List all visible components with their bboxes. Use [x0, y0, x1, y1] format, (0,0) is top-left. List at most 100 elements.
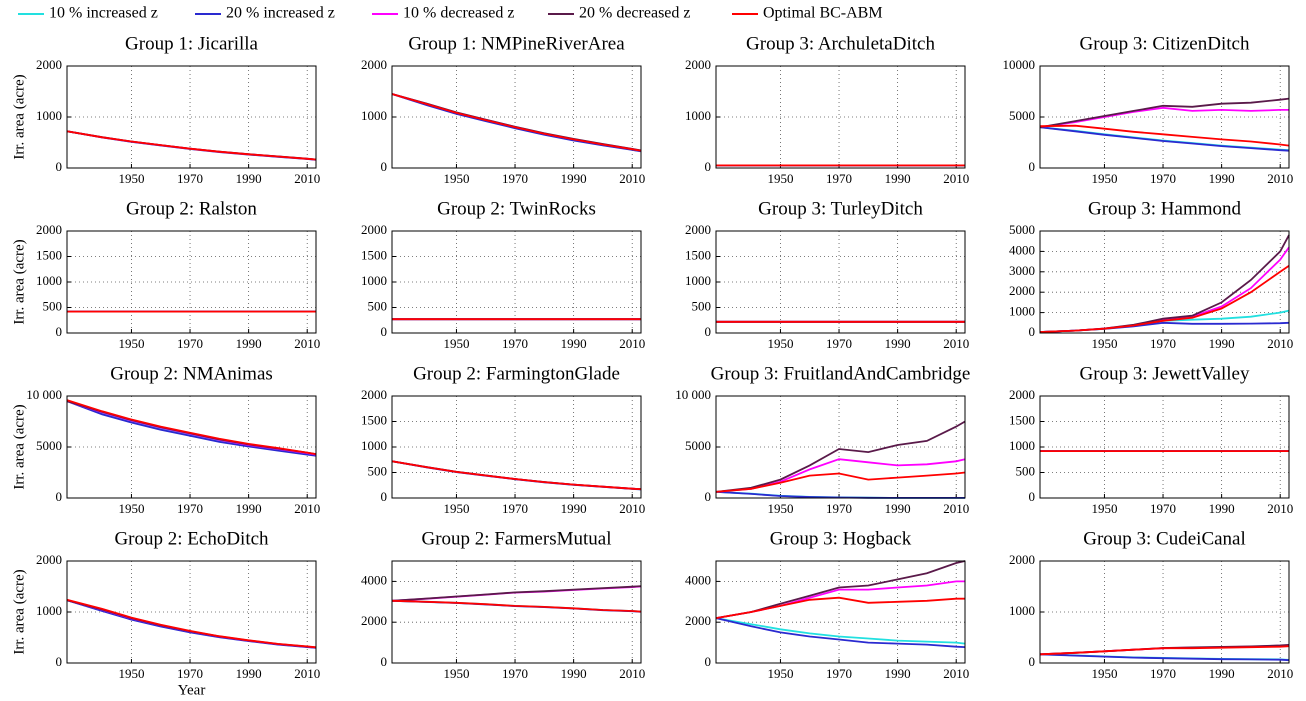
x-tick-label: 1950 [443, 336, 469, 351]
y-tick-label: 1000 [1009, 438, 1035, 453]
chart-title: Group 2: NMAnimas [110, 363, 273, 384]
x-tick-label: 1990 [1209, 336, 1235, 351]
series-line [66, 400, 317, 457]
plot-area [392, 561, 641, 663]
series-line [715, 560, 966, 619]
x-tick-label: 2010 [294, 666, 320, 681]
y-tick-label: 2000 [685, 222, 711, 237]
plot-frame [715, 395, 966, 499]
x-tick-label: 2010 [619, 336, 645, 351]
y-tick-label: 0 [705, 324, 712, 339]
x-tick-label: 1990 [561, 336, 587, 351]
y-tick-label: 2000 [361, 613, 387, 628]
y-tick-label: 2000 [361, 387, 387, 402]
x-tick-label: 1990 [1209, 501, 1235, 516]
x-tick-label: 1950 [767, 171, 793, 186]
y-tick-label: 2000 [1009, 283, 1035, 298]
y-tick-label: 10 000 [26, 387, 62, 402]
x-tick-label: 1950 [443, 666, 469, 681]
y-tick-label: 2000 [36, 57, 62, 72]
x-tick-label: 1990 [1209, 666, 1235, 681]
y-tick-label: 0 [56, 159, 63, 174]
x-tick-label: 1950 [443, 501, 469, 516]
y-tick-label: 5000 [36, 438, 62, 453]
x-tick-label: 1970 [177, 666, 203, 681]
x-tick-label: 1950 [1091, 666, 1117, 681]
y-tick-label: 0 [381, 654, 388, 669]
x-tick-label: 1970 [826, 336, 852, 351]
y-tick-label: 0 [705, 654, 712, 669]
series-line [715, 596, 965, 619]
legend-label: 20 % decreased z [579, 5, 691, 22]
x-tick-label: 1990 [885, 336, 911, 351]
y-tick-label: 0 [1029, 324, 1036, 339]
chart-title: Group 2: EchoDitch [114, 528, 269, 549]
x-tick-label: 1950 [1091, 501, 1117, 516]
y-tick-label: 2000 [36, 552, 62, 567]
plot-frame [1039, 230, 1290, 334]
x-tick-label: 1990 [236, 666, 262, 681]
y-tick-label: 0 [56, 489, 63, 504]
x-tick-label: 2010 [294, 171, 320, 186]
y-tick-label: 1500 [685, 247, 711, 262]
y-tick-label: 1000 [36, 108, 62, 123]
y-tick-label: 1500 [361, 412, 387, 427]
x-tick-label: 2010 [1267, 501, 1293, 516]
y-tick-label: 2000 [1009, 552, 1035, 567]
series-line [715, 617, 966, 645]
y-tick-label: 500 [43, 298, 63, 313]
y-tick-label: 0 [381, 159, 388, 174]
x-tick-label: 2010 [1267, 666, 1293, 681]
y-tick-label: 5000 [1009, 108, 1035, 123]
chart-title: Group 3: Hogback [770, 528, 912, 549]
y-tick-label: 500 [692, 298, 712, 313]
y-tick-label: 0 [1029, 654, 1036, 669]
x-tick-label: 2010 [943, 666, 969, 681]
y-tick-label: 1000 [685, 273, 711, 288]
x-tick-label: 1970 [826, 501, 852, 516]
x-tick-label: 1970 [502, 171, 528, 186]
plot-frame [715, 560, 966, 664]
x-tick-label: 1970 [826, 171, 852, 186]
series-line [391, 460, 642, 491]
x-tick-label: 2010 [619, 501, 645, 516]
x-tick-label: 1970 [1150, 666, 1176, 681]
chart-title: Group 2: FarmingtonGlade [413, 363, 620, 384]
chart-title: Group 3: ArchuletaDitch [746, 33, 935, 54]
x-tick-label: 1950 [1091, 336, 1117, 351]
y-tick-label: 4000 [361, 572, 387, 587]
plot-frame [391, 65, 642, 169]
plot-frame [66, 395, 317, 499]
y-tick-label: 0 [56, 324, 63, 339]
y-tick-label: 1000 [361, 438, 387, 453]
x-tick-label: 1950 [767, 501, 793, 516]
y-tick-label: 1000 [361, 273, 387, 288]
plot-frame [66, 65, 317, 169]
chart-title: Group 3: JewettValley [1080, 363, 1250, 384]
y-tick-label: 2000 [1009, 387, 1035, 402]
x-tick-label: 1950 [767, 666, 793, 681]
x-tick-label: 1970 [1150, 501, 1176, 516]
y-tick-label: 10 000 [675, 387, 711, 402]
series-line [66, 130, 317, 161]
plot-frame [1039, 65, 1290, 169]
x-axis-label: Year [178, 682, 206, 698]
x-tick-label: 1950 [118, 666, 144, 681]
x-tick-label: 1970 [502, 666, 528, 681]
legend-label: 10 % decreased z [403, 5, 515, 22]
y-tick-label: 2000 [685, 57, 711, 72]
series-line [1039, 126, 1290, 152]
legend-label: Optimal BC-ABM [763, 5, 883, 22]
x-tick-label: 1950 [118, 336, 144, 351]
y-axis-label: Irr. area (acre) [11, 404, 27, 489]
y-tick-label: 2000 [36, 222, 62, 237]
series-line [391, 585, 642, 602]
x-tick-label: 1970 [177, 336, 203, 351]
series-line [1039, 653, 1290, 662]
y-tick-label: 0 [381, 489, 388, 504]
plot-frame [715, 65, 966, 169]
y-tick-label: 500 [1016, 463, 1036, 478]
y-tick-label: 1000 [361, 108, 387, 123]
x-tick-label: 1970 [502, 336, 528, 351]
